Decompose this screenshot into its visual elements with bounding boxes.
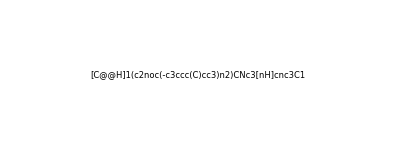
Text: [C@@H]1(c2noc(-c3ccc(C)cc3)n2)CNc3[nH]cnc3C1: [C@@H]1(c2noc(-c3ccc(C)cc3)n2)CNc3[nH]cn…: [90, 70, 306, 80]
